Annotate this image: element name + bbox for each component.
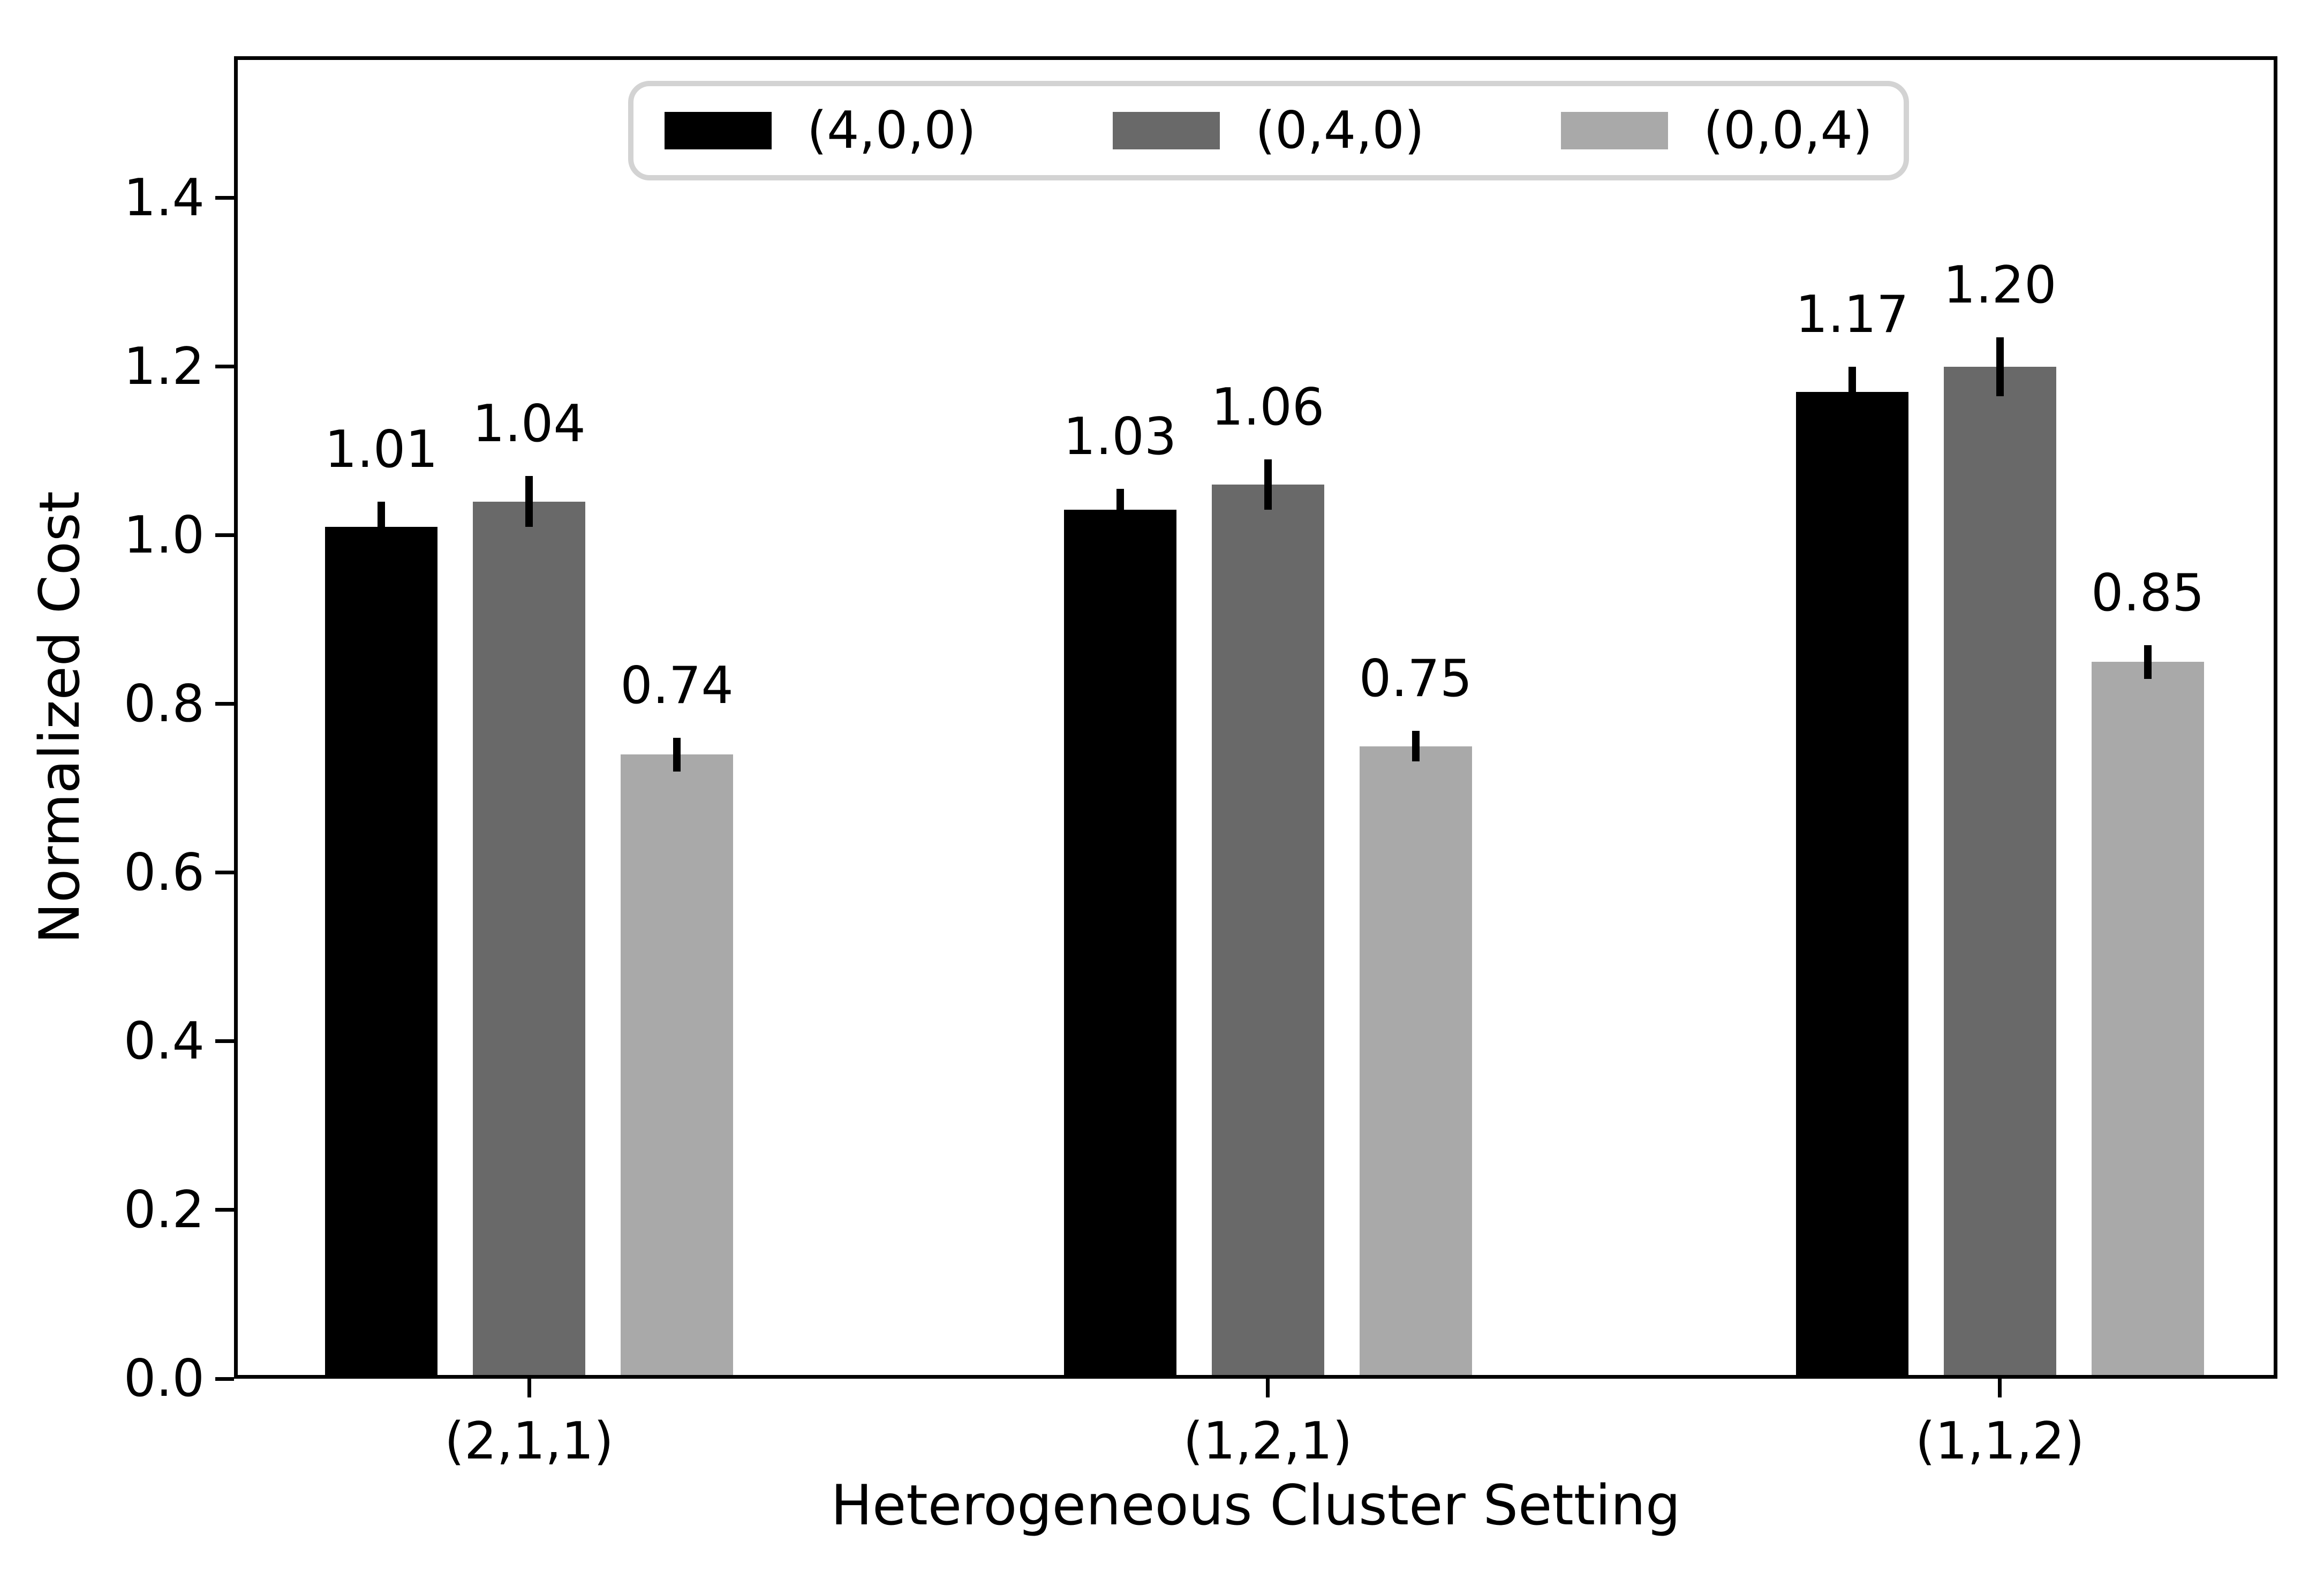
legend-swatch — [1113, 112, 1220, 149]
bar-(4,0,0)-(1,2,1) — [1063, 510, 1176, 1379]
bar-(0,4,0)-(1,2,1) — [1211, 485, 1324, 1379]
error-bar — [525, 476, 533, 527]
x-tick — [527, 1379, 531, 1397]
y-tick — [215, 1377, 234, 1381]
y-tick-label: 0.0 — [123, 1349, 205, 1408]
error-bar — [1116, 489, 1124, 531]
x-tick — [1266, 1379, 1270, 1397]
y-tick-label: 0.2 — [123, 1180, 205, 1240]
y-tick-label: 0.8 — [123, 674, 205, 734]
y-tick — [215, 1039, 234, 1044]
y-tick — [215, 196, 234, 200]
bar-(0,0,4)-(2,1,1) — [621, 754, 734, 1379]
bar-value-label: 1.01 — [325, 420, 438, 479]
y-tick-label: 1.0 — [123, 505, 205, 565]
legend: (4,0,0) (0,4,0) (0,0,4) — [628, 81, 1909, 180]
bar-(0,0,4)-(1,1,2) — [2091, 662, 2204, 1379]
y-tick — [215, 533, 234, 538]
bar-(0,4,0)-(1,1,2) — [1943, 366, 2056, 1379]
y-tick — [215, 365, 234, 369]
error-bar — [2144, 645, 2152, 679]
legend-swatch — [1561, 112, 1669, 149]
error-bar — [1412, 731, 1420, 761]
legend-label: (0,4,0) — [1255, 101, 1424, 160]
y-tick-label: 0.6 — [123, 843, 205, 902]
legend-label: (4,0,0) — [807, 101, 976, 160]
bar-value-label: 1.20 — [1943, 255, 2057, 315]
legend-item: (4,0,0) — [665, 104, 976, 157]
y-tick — [215, 871, 234, 875]
legend-item: (0,0,4) — [1561, 104, 1873, 157]
y-tick-label: 1.2 — [123, 337, 205, 396]
bar-value-label: 0.85 — [2091, 563, 2205, 623]
legend-item: (0,4,0) — [1113, 104, 1424, 157]
x-tick — [1998, 1379, 2002, 1397]
y-tick-label: 1.4 — [123, 168, 205, 228]
error-bar — [673, 737, 681, 772]
bar-(4,0,0)-(1,1,2) — [1795, 391, 1908, 1379]
bar-(0,4,0)-(2,1,1) — [473, 501, 586, 1379]
x-tick-label: (2,1,1) — [444, 1412, 614, 1471]
error-bar — [378, 501, 386, 553]
error-bar — [1996, 337, 2004, 396]
bar-value-label: 0.75 — [1359, 649, 1473, 709]
bar-value-label: 0.74 — [620, 656, 734, 715]
y-tick-label: 0.4 — [123, 1011, 205, 1071]
error-bar — [1848, 366, 1856, 418]
bar-value-label: 1.06 — [1211, 377, 1325, 437]
error-bar — [1264, 459, 1272, 510]
x-tick-label: (1,2,1) — [1183, 1412, 1353, 1471]
bar-value-label: 1.17 — [1795, 285, 1909, 344]
bar-(0,0,4)-(1,2,1) — [1359, 746, 1472, 1379]
legend-label: (0,0,4) — [1703, 101, 1873, 160]
x-tick-label: (1,1,2) — [1915, 1412, 2085, 1471]
y-tick — [215, 702, 234, 706]
legend-swatch — [665, 112, 772, 149]
y-tick — [215, 1208, 234, 1212]
bar-value-label: 1.04 — [472, 395, 586, 454]
bar-(4,0,0)-(2,1,1) — [325, 526, 438, 1379]
x-axis-title: Heterogeneous Cluster Setting — [831, 1473, 1681, 1538]
bar-value-label: 1.03 — [1063, 407, 1177, 467]
